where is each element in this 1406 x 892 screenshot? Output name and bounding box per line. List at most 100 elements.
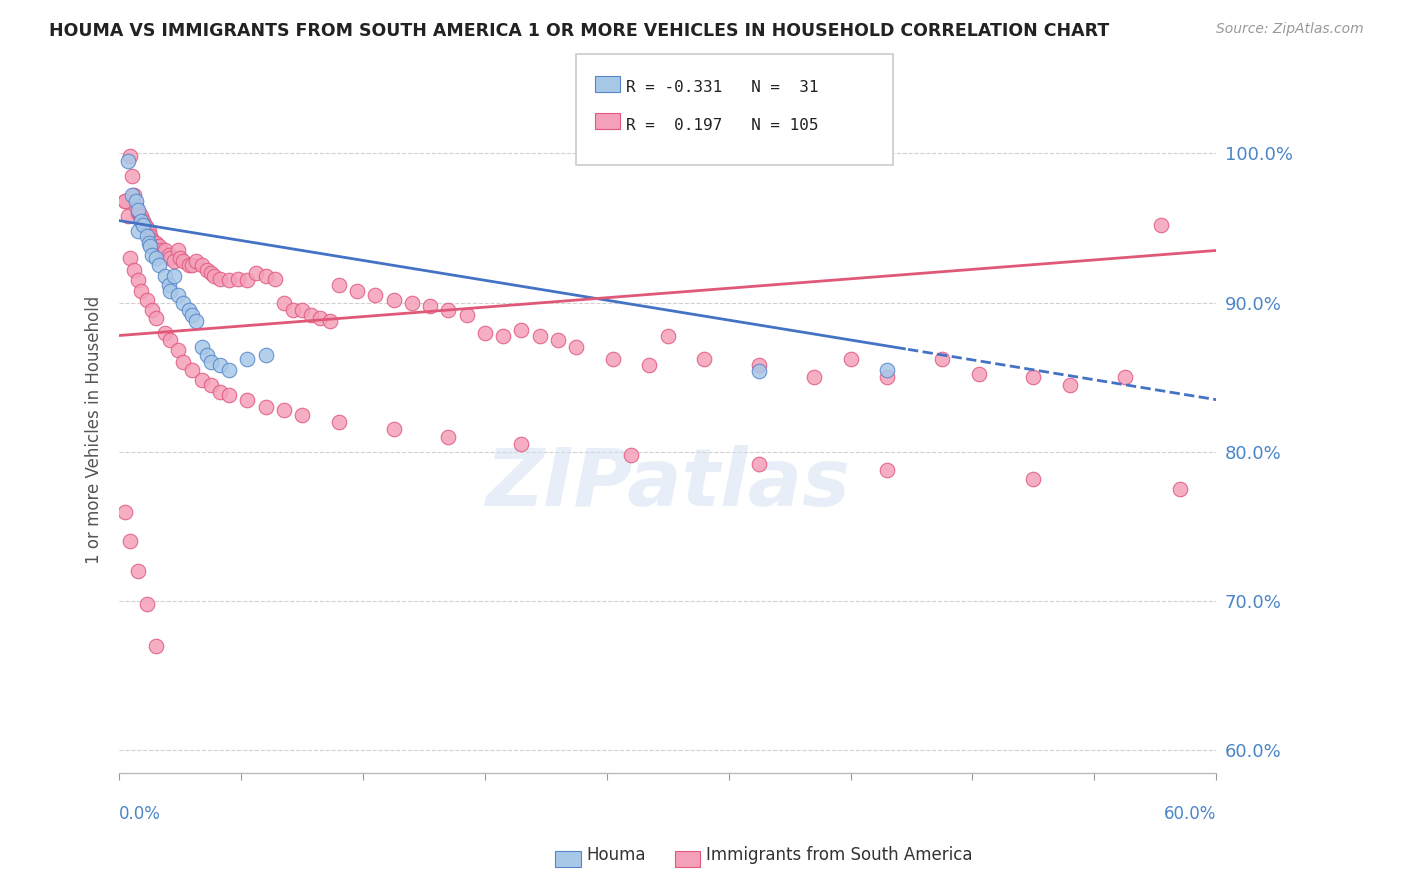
Point bbox=[254, 400, 277, 414]
Point bbox=[382, 422, 405, 436]
Point bbox=[638, 359, 661, 373]
Point bbox=[510, 322, 533, 336]
Point bbox=[208, 272, 231, 286]
Point bbox=[166, 244, 188, 258]
Point bbox=[129, 284, 152, 298]
Point bbox=[931, 352, 953, 367]
Point bbox=[135, 228, 157, 243]
Point bbox=[967, 368, 990, 382]
Point bbox=[172, 295, 194, 310]
Point bbox=[218, 388, 240, 402]
Point bbox=[1022, 370, 1045, 384]
Point bbox=[657, 328, 679, 343]
Point bbox=[127, 273, 149, 287]
Point bbox=[876, 363, 898, 377]
Point bbox=[127, 206, 149, 220]
Point bbox=[145, 310, 167, 325]
Point bbox=[177, 259, 200, 273]
Point bbox=[190, 341, 212, 355]
Point bbox=[120, 534, 142, 549]
Point bbox=[602, 352, 624, 367]
Text: 60.0%: 60.0% bbox=[1164, 805, 1216, 823]
Point bbox=[129, 209, 152, 223]
Point bbox=[346, 284, 368, 298]
Point bbox=[120, 149, 142, 163]
Point bbox=[169, 251, 191, 265]
Point bbox=[281, 303, 304, 318]
Point bbox=[208, 385, 231, 400]
Point bbox=[114, 194, 136, 209]
Point bbox=[145, 251, 167, 265]
Point bbox=[200, 377, 222, 392]
Point bbox=[159, 251, 181, 265]
Point bbox=[876, 463, 898, 477]
Point bbox=[195, 348, 218, 362]
Point bbox=[299, 308, 322, 322]
Point bbox=[135, 597, 157, 611]
Point bbox=[273, 295, 295, 310]
Point bbox=[328, 415, 350, 429]
Point bbox=[153, 268, 176, 283]
Point bbox=[166, 343, 188, 358]
Point bbox=[273, 403, 295, 417]
Point bbox=[401, 295, 423, 310]
Point bbox=[114, 504, 136, 518]
Point bbox=[127, 564, 149, 578]
Point bbox=[1150, 218, 1173, 232]
Point bbox=[437, 303, 460, 318]
Point bbox=[128, 206, 150, 220]
Point bbox=[547, 333, 569, 347]
Point bbox=[143, 235, 166, 250]
Text: 0.0%: 0.0% bbox=[120, 805, 162, 823]
Point bbox=[181, 308, 204, 322]
Y-axis label: 1 or more Vehicles in Household: 1 or more Vehicles in Household bbox=[86, 295, 103, 564]
Point bbox=[510, 437, 533, 451]
Point bbox=[309, 310, 332, 325]
Point bbox=[184, 254, 207, 268]
Point bbox=[139, 228, 162, 243]
Point bbox=[529, 328, 551, 343]
Point bbox=[166, 288, 188, 302]
Point bbox=[1114, 370, 1136, 384]
Point bbox=[1168, 482, 1191, 496]
Point bbox=[163, 254, 186, 268]
Point bbox=[803, 370, 825, 384]
Text: HOUMA VS IMMIGRANTS FROM SOUTH AMERICA 1 OR MORE VEHICLES IN HOUSEHOLD CORRELATI: HOUMA VS IMMIGRANTS FROM SOUTH AMERICA 1… bbox=[49, 22, 1109, 40]
Point bbox=[157, 248, 180, 262]
Point bbox=[839, 352, 862, 367]
Point bbox=[141, 248, 163, 262]
Point bbox=[328, 277, 350, 292]
Point bbox=[159, 284, 181, 298]
Point bbox=[125, 199, 148, 213]
Point bbox=[364, 288, 387, 302]
Point bbox=[135, 293, 157, 307]
Point bbox=[129, 213, 152, 227]
Point bbox=[190, 373, 212, 387]
Point bbox=[876, 370, 898, 384]
Point bbox=[122, 188, 145, 202]
Point bbox=[159, 333, 181, 347]
Point bbox=[200, 355, 222, 369]
Point bbox=[132, 213, 155, 227]
Point bbox=[132, 218, 155, 232]
Point bbox=[163, 268, 186, 283]
Point bbox=[620, 448, 643, 462]
Point bbox=[181, 259, 204, 273]
Point bbox=[202, 268, 225, 283]
Point bbox=[141, 303, 163, 318]
Point bbox=[218, 273, 240, 287]
Text: Houma: Houma bbox=[586, 846, 645, 863]
Point bbox=[492, 328, 515, 343]
Point bbox=[1022, 472, 1045, 486]
Point bbox=[122, 263, 145, 277]
Point bbox=[218, 363, 240, 377]
Point bbox=[474, 326, 496, 340]
Point bbox=[200, 266, 222, 280]
Text: R =  0.197   N = 105: R = 0.197 N = 105 bbox=[626, 118, 818, 133]
Point bbox=[382, 293, 405, 307]
Point bbox=[565, 341, 588, 355]
Point bbox=[318, 313, 340, 327]
Point bbox=[125, 194, 148, 209]
Point bbox=[172, 254, 194, 268]
Point bbox=[456, 308, 478, 322]
